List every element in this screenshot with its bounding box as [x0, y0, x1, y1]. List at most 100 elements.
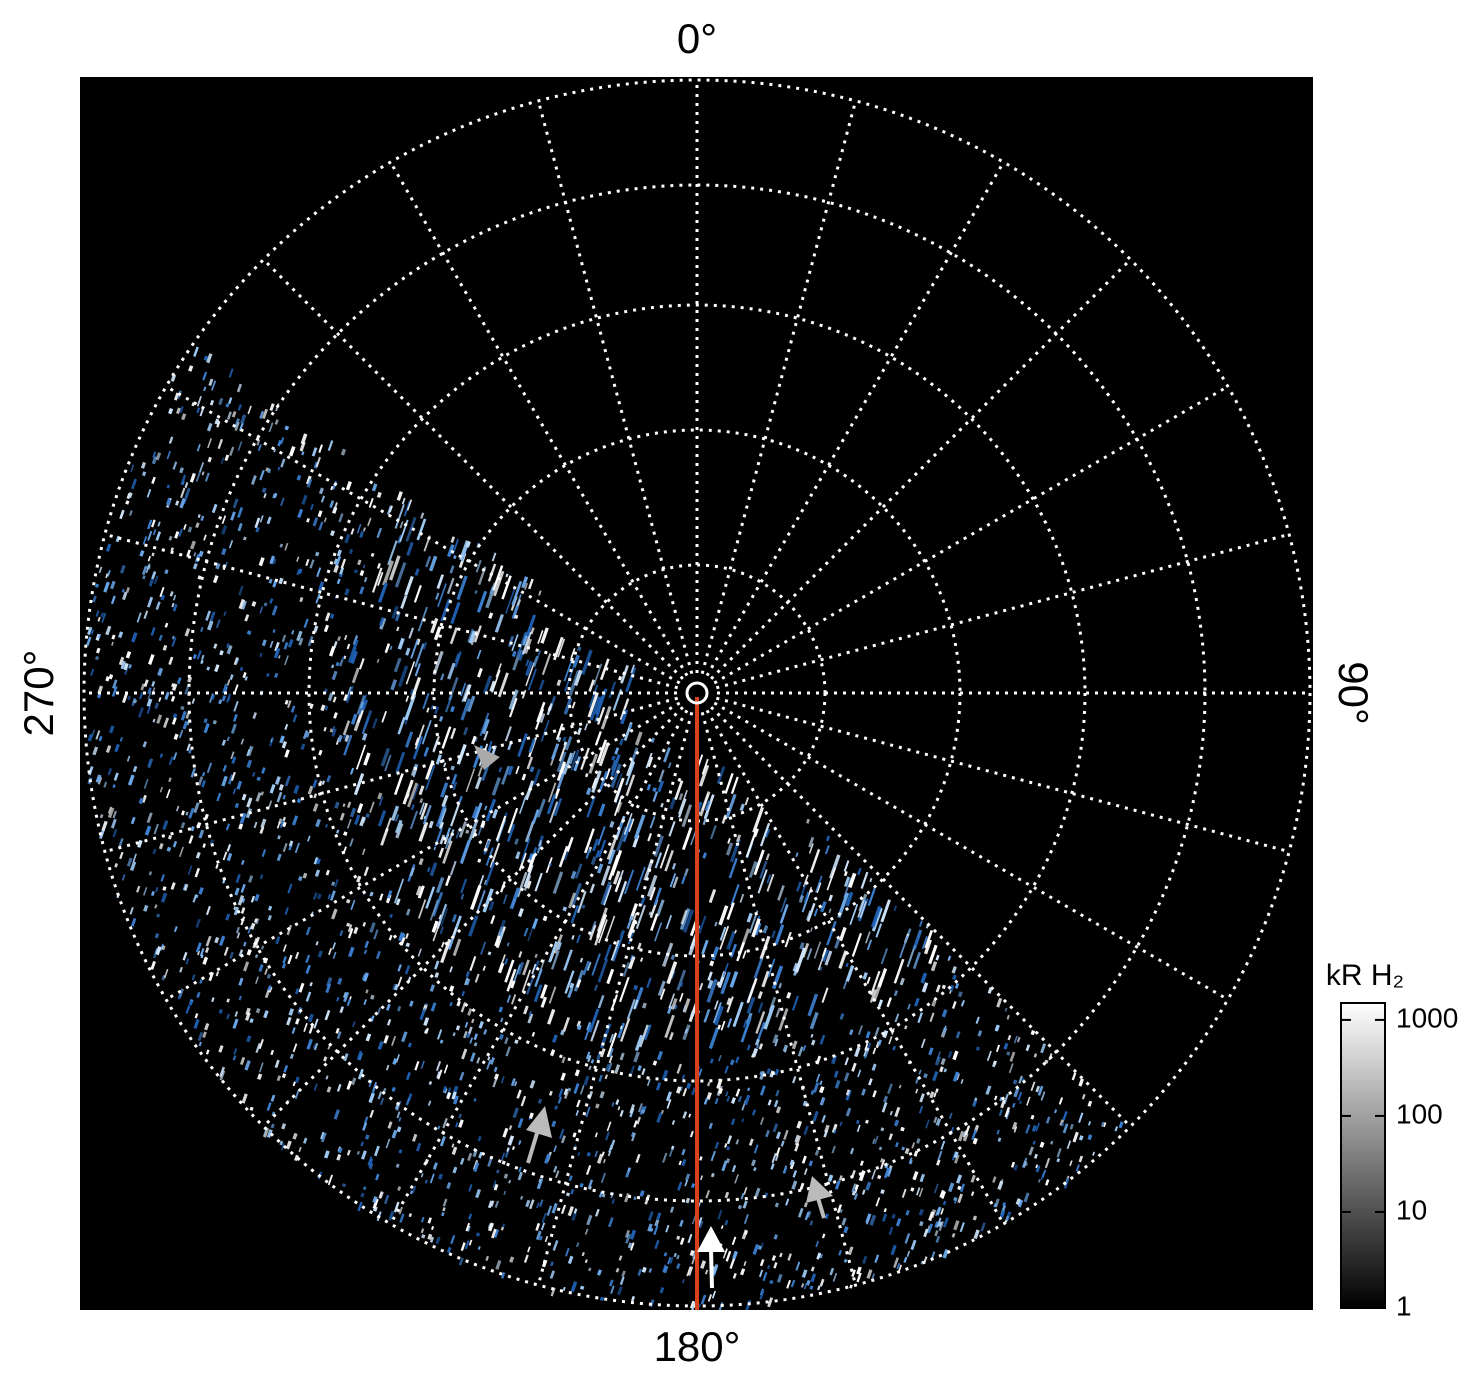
emission-streak	[290, 705, 296, 713]
emission-streak	[305, 926, 311, 936]
emission-streak	[689, 1300, 696, 1309]
emission-streak	[677, 1181, 683, 1191]
emission-streak	[387, 1121, 393, 1129]
emission-streak	[849, 903, 859, 925]
emission-streak	[180, 705, 185, 711]
emission-streak	[363, 710, 373, 728]
emission-streak	[383, 1035, 389, 1044]
emission-streak	[309, 559, 315, 569]
grid-ring	[82, 78, 1312, 1308]
emission-streak	[331, 670, 338, 681]
emission-streak	[105, 745, 112, 753]
emission-streak	[937, 1150, 943, 1161]
emission-streak	[425, 1027, 429, 1034]
emission-streak	[579, 957, 584, 963]
emission-streak	[529, 1079, 536, 1089]
emission-streak	[699, 1156, 703, 1161]
emission-streak	[810, 1089, 815, 1096]
emission-streak	[783, 1167, 788, 1174]
emission-streak	[638, 1024, 649, 1048]
emission-streak	[280, 437, 285, 445]
emission-streak	[755, 1038, 760, 1046]
emission-streak	[856, 1119, 860, 1125]
emission-streak	[188, 365, 194, 372]
emission-streak	[493, 1066, 498, 1073]
emission-streak	[141, 565, 148, 575]
emission-streak	[273, 492, 278, 498]
emission-streak	[600, 865, 611, 886]
emission-streak	[807, 902, 816, 922]
emission-streak	[625, 1171, 630, 1178]
emission-streak	[1069, 1160, 1073, 1167]
emission-streak	[238, 598, 246, 610]
emission-streak	[477, 590, 488, 613]
emission-streak	[237, 507, 244, 518]
emission-streak	[410, 804, 415, 811]
emission-streak	[156, 913, 161, 918]
emission-streak	[409, 810, 418, 830]
emission-streak	[493, 570, 505, 597]
emission-streak	[998, 1109, 1003, 1117]
emission-streak	[204, 813, 209, 819]
emission-streak	[561, 1204, 567, 1215]
emission-streak	[405, 942, 410, 948]
emission-streak	[307, 1013, 314, 1023]
emission-streak	[178, 528, 183, 537]
emission-streak	[659, 988, 666, 1000]
emission-streak	[180, 710, 187, 721]
emission-streak	[880, 1158, 884, 1163]
emission-streak	[327, 893, 331, 900]
emission-streak	[271, 605, 278, 616]
emission-streak	[292, 1132, 298, 1140]
emission-streak	[668, 1031, 674, 1041]
emission-streak	[362, 527, 366, 532]
emission-streak	[514, 1039, 519, 1044]
emission-streak	[957, 1130, 965, 1142]
emission-streak	[254, 517, 261, 529]
emission-streak	[555, 723, 564, 741]
emission-streak	[261, 767, 266, 774]
emission-streak	[488, 901, 495, 911]
emission-streak	[372, 718, 378, 729]
emission-streak	[1045, 1179, 1050, 1186]
emission-streak	[579, 1285, 585, 1290]
emission-streak	[1035, 1164, 1038, 1169]
emission-streak	[525, 662, 535, 687]
emission-streak	[449, 966, 453, 973]
emission-streak	[461, 990, 465, 997]
emission-streak	[153, 575, 159, 585]
emission-streak	[894, 1013, 900, 1023]
emission-streak	[815, 1073, 821, 1083]
emission-streak	[494, 613, 504, 633]
emission-streak	[266, 516, 272, 525]
emission-streak	[856, 1266, 862, 1275]
emission-streak	[137, 707, 144, 718]
emission-streak	[255, 792, 262, 802]
emission-streak	[1035, 1122, 1040, 1132]
emission-streak	[315, 456, 321, 468]
emission-streak	[436, 574, 445, 589]
emission-streak	[360, 1192, 365, 1198]
emission-streak	[1039, 1141, 1045, 1148]
emission-streak	[123, 662, 129, 671]
emission-streak	[142, 471, 147, 477]
emission-streak	[570, 870, 577, 880]
emission-streak	[786, 1279, 791, 1289]
emission-streak	[652, 791, 658, 803]
emission-streak	[418, 785, 425, 796]
emission-streak	[315, 941, 319, 946]
emission-streak	[126, 857, 133, 867]
emission-streak	[920, 1260, 924, 1265]
emission-streak	[268, 422, 274, 433]
emission-streak	[418, 899, 427, 919]
emission-streak	[504, 726, 512, 742]
emission-streak	[147, 687, 152, 695]
emission-streak	[586, 1021, 592, 1031]
emission-streak	[819, 1096, 826, 1106]
emission-streak	[524, 582, 529, 590]
emission-streak	[832, 1272, 838, 1282]
emission-streak	[394, 983, 399, 991]
emission-streak	[893, 958, 905, 984]
emission-streak	[197, 1031, 204, 1042]
emission-streak	[654, 922, 663, 942]
